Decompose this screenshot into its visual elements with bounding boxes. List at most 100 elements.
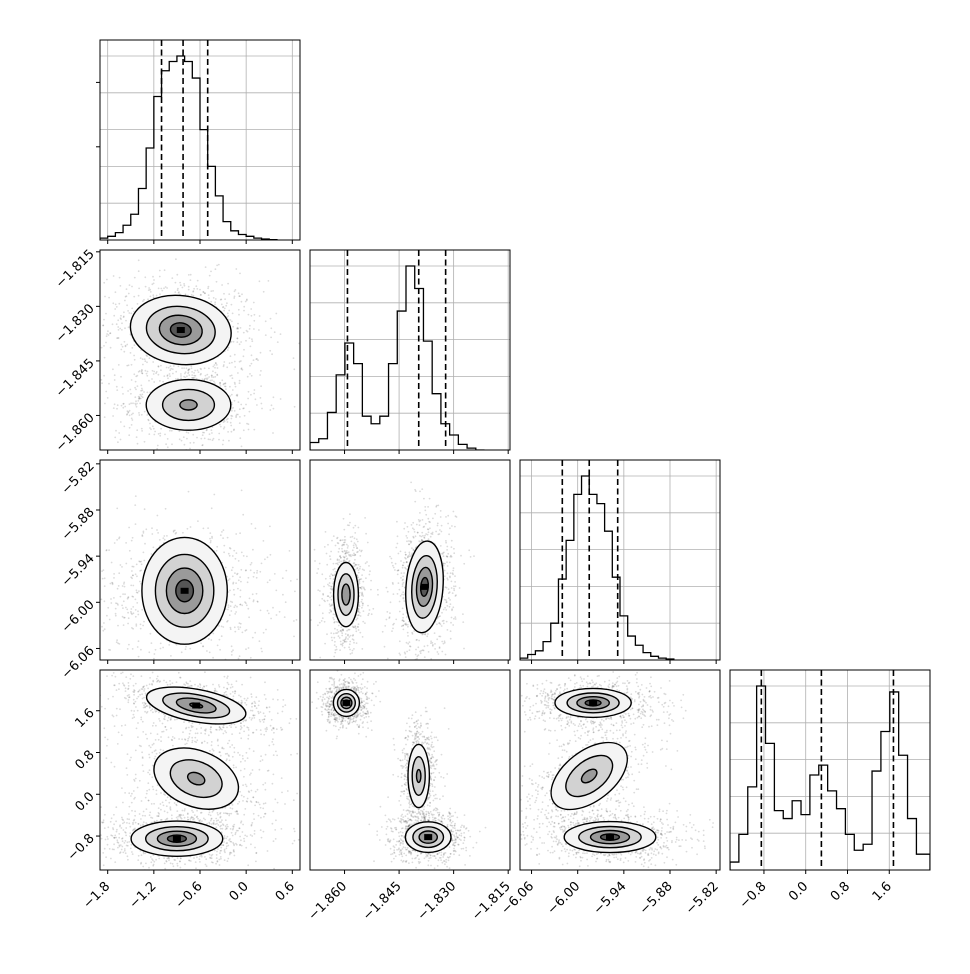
- scatter-point: [164, 715, 166, 717]
- scatter-point: [216, 546, 218, 548]
- scatter-point: [118, 572, 120, 574]
- scatter-point: [333, 535, 335, 537]
- scatter-point: [330, 632, 332, 634]
- scatter-point: [419, 535, 421, 537]
- scatter-point: [353, 648, 355, 650]
- scatter-point: [446, 561, 448, 563]
- scatter-point: [231, 418, 233, 420]
- scatter-point: [240, 360, 242, 362]
- scatter-point: [260, 610, 262, 612]
- scatter-point: [251, 523, 253, 525]
- scatter-point: [221, 284, 223, 286]
- scatter-point: [447, 572, 449, 574]
- scatter-point: [144, 543, 146, 545]
- scatter-point: [219, 729, 221, 731]
- scatter-point: [233, 550, 235, 552]
- scatter-point: [144, 411, 146, 413]
- scatter-point: [132, 717, 134, 719]
- scatter-point: [248, 616, 250, 618]
- scatter-point: [239, 596, 241, 598]
- scatter-point: [183, 721, 185, 723]
- scatter-point: [152, 680, 154, 682]
- scatter-point: [402, 661, 404, 663]
- scatter-point: [408, 666, 410, 668]
- scatter-point: [224, 426, 226, 428]
- scatter-point: [405, 686, 407, 688]
- scatter-point: [137, 400, 139, 402]
- scatter-point: [422, 519, 424, 521]
- scatter-point: [342, 544, 344, 546]
- scatter-point: [273, 408, 275, 410]
- scatter-point: [144, 358, 146, 360]
- scatter-point: [131, 424, 133, 426]
- scatter-point: [130, 402, 132, 404]
- scatter-point: [231, 645, 233, 647]
- scatter-point: [294, 406, 296, 408]
- scatter-point: [334, 644, 336, 646]
- scatter-point: [111, 562, 113, 564]
- scatter-point: [211, 379, 213, 381]
- scatter-point: [199, 687, 201, 689]
- scatter-point: [259, 571, 261, 573]
- scatter-point: [235, 268, 237, 270]
- scatter-point: [398, 582, 400, 584]
- scatter-point: [427, 633, 429, 635]
- scatter-point: [454, 616, 456, 618]
- scatter-point: [204, 733, 206, 735]
- scatter-point: [211, 507, 213, 509]
- scatter-point: [135, 616, 137, 618]
- scatter-point: [253, 302, 255, 304]
- scatter-point: [243, 725, 245, 727]
- scatter-point: [402, 567, 404, 569]
- scatter-point: [90, 578, 92, 580]
- scatter-point: [331, 589, 333, 591]
- scatter-point: [473, 555, 475, 557]
- scatter-point: [141, 430, 143, 432]
- scatter-point: [436, 623, 438, 625]
- scatter-point: [135, 523, 137, 525]
- scatter-point: [400, 577, 402, 579]
- scatter-point: [114, 437, 116, 439]
- scatter-point: [403, 562, 405, 564]
- scatter-point: [361, 601, 363, 603]
- scatter-point: [273, 732, 275, 734]
- scatter-point: [261, 403, 263, 405]
- scatter-point: [137, 443, 139, 445]
- scatter-point: [213, 376, 215, 378]
- scatter-point: [207, 527, 209, 529]
- scatter-point: [68, 683, 70, 685]
- scatter-point: [125, 687, 127, 689]
- scatter-point: [160, 428, 162, 430]
- scatter-point: [95, 376, 97, 378]
- scatter-point: [139, 394, 141, 396]
- scatter-point: [131, 570, 133, 572]
- scatter-point: [314, 560, 316, 562]
- scatter-point: [358, 623, 360, 625]
- scatter-point: [219, 649, 221, 651]
- scatter-point: [115, 304, 117, 306]
- scatter-point: [227, 431, 229, 433]
- scatter-point: [231, 410, 233, 412]
- scatter-point: [282, 699, 284, 701]
- scatter-point: [349, 649, 351, 651]
- scatter-point: [329, 575, 331, 577]
- scatter-point: [238, 560, 240, 562]
- scatter-point: [264, 728, 266, 730]
- scatter-point: [188, 491, 190, 493]
- scatter-point: [349, 641, 351, 643]
- scatter-point: [240, 368, 242, 370]
- scatter-point: [436, 683, 438, 685]
- scatter-point: [179, 677, 181, 679]
- scatter-point: [249, 411, 251, 413]
- scatter-point: [230, 693, 232, 695]
- scatter-point: [133, 373, 135, 375]
- scatter-point: [153, 658, 155, 660]
- scatter-point: [226, 366, 228, 368]
- scatter-point: [260, 385, 262, 387]
- scatter-point: [403, 572, 405, 574]
- scatter-point: [215, 298, 217, 300]
- scatter-point: [131, 379, 133, 381]
- scatter-point: [269, 579, 271, 581]
- contour-level-2: [180, 400, 197, 410]
- scatter-point: [132, 419, 134, 421]
